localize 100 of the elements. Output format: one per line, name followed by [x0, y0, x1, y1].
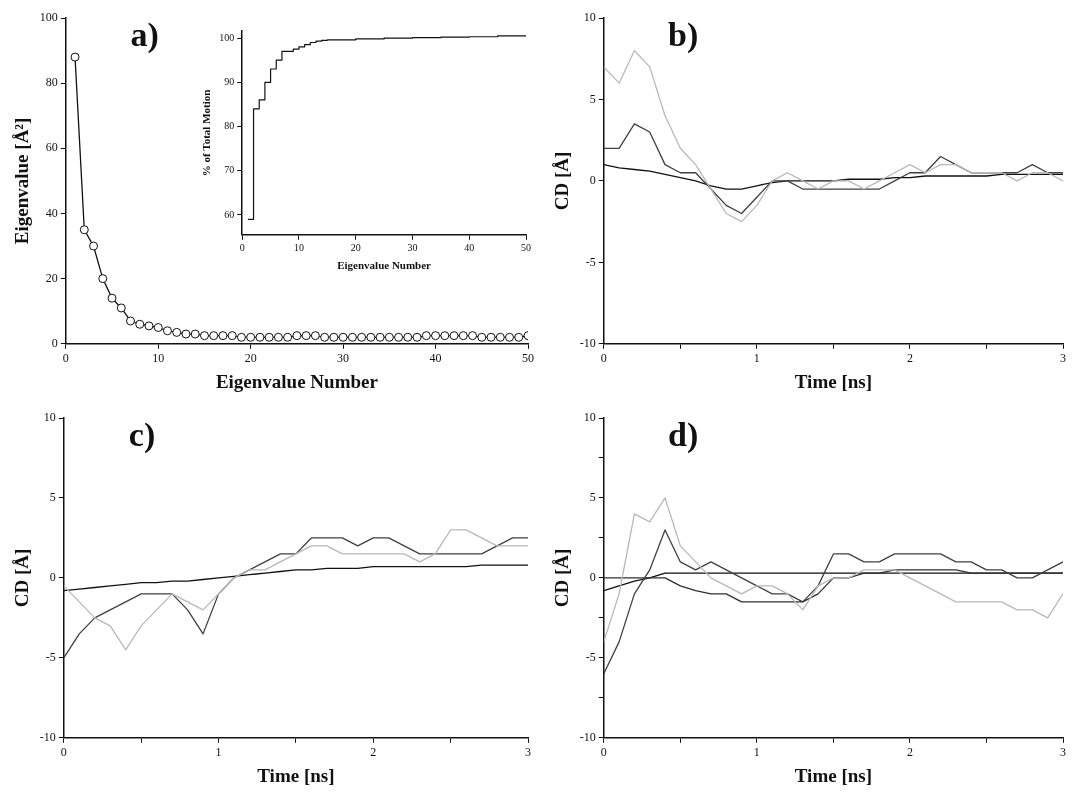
point — [255, 332, 265, 342]
point — [89, 241, 99, 251]
point — [403, 332, 413, 342]
y-tick-label: 5 — [589, 490, 596, 505]
y-tick-label: 10 — [43, 410, 56, 425]
x-tick-label: 3 — [525, 745, 531, 760]
y-tick-label: 80 — [45, 75, 58, 90]
point — [366, 332, 376, 342]
y-tick-label: 100 — [219, 31, 235, 43]
x-tick-label: 2 — [906, 351, 913, 366]
annotation: b) — [668, 15, 699, 54]
y-tick-label: 60 — [45, 140, 58, 155]
x-tick-label: 0 — [62, 351, 69, 366]
point — [246, 332, 256, 342]
y-tick-label: 60 — [224, 208, 235, 220]
x-tick-label: 10 — [293, 242, 304, 254]
x-tick-label: 3 — [1060, 351, 1066, 366]
y-tick-label: 5 — [589, 91, 596, 106]
y-tick-label: -5 — [585, 254, 596, 269]
point — [449, 331, 459, 341]
x-tick-label: 1 — [215, 745, 222, 760]
x-tick-label: 20 — [244, 351, 257, 366]
point — [227, 331, 237, 341]
point — [477, 332, 487, 342]
point — [514, 332, 524, 342]
point — [495, 332, 505, 342]
y-axis-title: CD [Å] — [11, 548, 33, 608]
x-tick-label: 20 — [350, 242, 361, 254]
x-axis-title: Eigenvalue Number — [337, 259, 432, 272]
y-tick-label: 0 — [51, 335, 58, 350]
point — [458, 331, 468, 341]
y-tick-label: 10 — [583, 410, 596, 425]
point — [264, 332, 274, 342]
x-tick-label: 10 — [152, 351, 165, 366]
point — [70, 52, 80, 62]
y-tick-label: 40 — [45, 205, 58, 220]
x-axis-title: Time [ns] — [794, 370, 873, 392]
point — [181, 329, 191, 339]
x-tick-label: 0 — [600, 351, 607, 366]
y-tick-label: -5 — [585, 650, 596, 665]
point — [486, 332, 496, 342]
point — [440, 331, 450, 341]
x-axis-title: Eigenvalue Number — [215, 370, 379, 392]
x-tick-label: 40 — [429, 351, 442, 366]
point — [98, 274, 108, 284]
y-tick-label: -5 — [45, 650, 56, 665]
point — [107, 293, 117, 303]
point — [394, 332, 404, 342]
y-tick-label: -10 — [579, 729, 596, 744]
x-tick-label: 2 — [370, 745, 377, 760]
point — [301, 331, 311, 341]
y-axis-title: % of Total Motion — [200, 89, 213, 177]
point — [310, 331, 320, 341]
point — [431, 331, 441, 341]
point — [421, 331, 431, 341]
annotation: a) — [130, 15, 159, 54]
y-axis-title: CD [Å] — [551, 151, 573, 211]
x-tick-label: 50 — [522, 351, 534, 366]
point — [273, 332, 283, 342]
y-axis-title: CD [Å] — [551, 548, 573, 608]
y-tick-label: 100 — [39, 10, 58, 25]
x-tick-label: 40 — [464, 242, 475, 254]
x-tick-label: 50 — [521, 242, 531, 254]
y-tick-label: 80 — [224, 120, 235, 132]
point — [162, 326, 172, 336]
y-tick-label: 90 — [224, 75, 235, 87]
point — [236, 332, 246, 342]
y-tick-label: 20 — [45, 270, 58, 285]
point — [320, 332, 330, 342]
point — [357, 332, 367, 342]
annotation: c) — [128, 415, 156, 454]
x-axis-title: Time [ns] — [257, 764, 335, 786]
y-axis-title: Eigenvalue [Å²] — [11, 117, 33, 245]
y-tick-label: 10 — [583, 10, 596, 25]
point — [384, 332, 394, 342]
x-tick-label: 1 — [753, 351, 760, 366]
point — [505, 332, 515, 342]
y-tick-label: -10 — [39, 729, 56, 744]
point — [329, 332, 339, 342]
point — [79, 225, 89, 235]
point — [283, 332, 293, 342]
point — [153, 323, 163, 333]
x-tick-label: 2 — [906, 745, 913, 760]
x-axis-title: Time [ns] — [794, 764, 873, 786]
x-tick-label: 30 — [407, 242, 418, 254]
point — [347, 332, 357, 342]
point — [292, 331, 302, 341]
y-tick-label: 0 — [49, 570, 56, 585]
point — [209, 331, 219, 341]
y-tick-label: 0 — [589, 173, 596, 188]
point — [468, 331, 478, 341]
point — [199, 331, 209, 341]
x-tick-label: 0 — [600, 745, 607, 760]
x-tick-label: 1 — [753, 745, 760, 760]
point — [412, 332, 422, 342]
point — [126, 316, 136, 326]
point — [116, 303, 126, 313]
y-tick-label: -10 — [579, 335, 596, 350]
point — [190, 329, 200, 339]
y-tick-label: 0 — [589, 570, 596, 585]
